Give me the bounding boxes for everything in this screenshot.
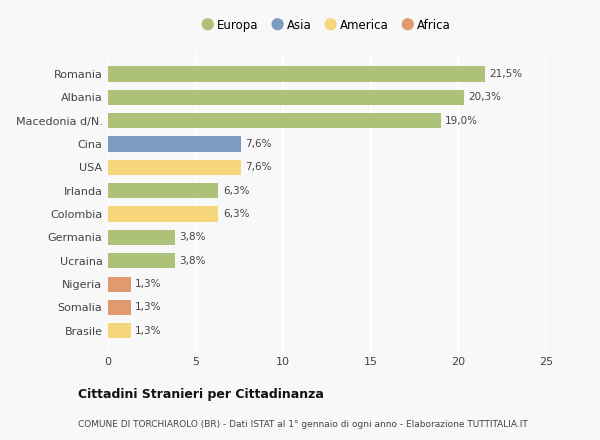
Bar bbox=[108, 206, 218, 222]
Text: 6,3%: 6,3% bbox=[223, 186, 249, 196]
Text: 1,3%: 1,3% bbox=[135, 302, 161, 312]
Text: 21,5%: 21,5% bbox=[489, 69, 522, 79]
Bar bbox=[108, 113, 441, 128]
Bar bbox=[108, 90, 464, 105]
Bar bbox=[108, 253, 175, 268]
Bar bbox=[108, 276, 131, 292]
Legend: Europa, Asia, America, Africa: Europa, Asia, America, Africa bbox=[199, 14, 455, 36]
Text: COMUNE DI TORCHIAROLO (BR) - Dati ISTAT al 1° gennaio di ogni anno - Elaborazion: COMUNE DI TORCHIAROLO (BR) - Dati ISTAT … bbox=[78, 420, 528, 429]
Text: 3,8%: 3,8% bbox=[179, 256, 205, 266]
Bar bbox=[108, 300, 131, 315]
Bar bbox=[108, 160, 241, 175]
Text: 7,6%: 7,6% bbox=[245, 162, 272, 172]
Text: 1,3%: 1,3% bbox=[135, 326, 161, 336]
Bar bbox=[108, 230, 175, 245]
Text: 20,3%: 20,3% bbox=[468, 92, 501, 103]
Bar bbox=[108, 136, 241, 152]
Text: 19,0%: 19,0% bbox=[445, 116, 478, 126]
Text: 3,8%: 3,8% bbox=[179, 232, 205, 242]
Text: 6,3%: 6,3% bbox=[223, 209, 249, 219]
Bar bbox=[108, 183, 218, 198]
Bar bbox=[108, 323, 131, 338]
Bar bbox=[108, 66, 485, 81]
Text: Cittadini Stranieri per Cittadinanza: Cittadini Stranieri per Cittadinanza bbox=[78, 388, 324, 401]
Text: 1,3%: 1,3% bbox=[135, 279, 161, 289]
Text: 7,6%: 7,6% bbox=[245, 139, 272, 149]
